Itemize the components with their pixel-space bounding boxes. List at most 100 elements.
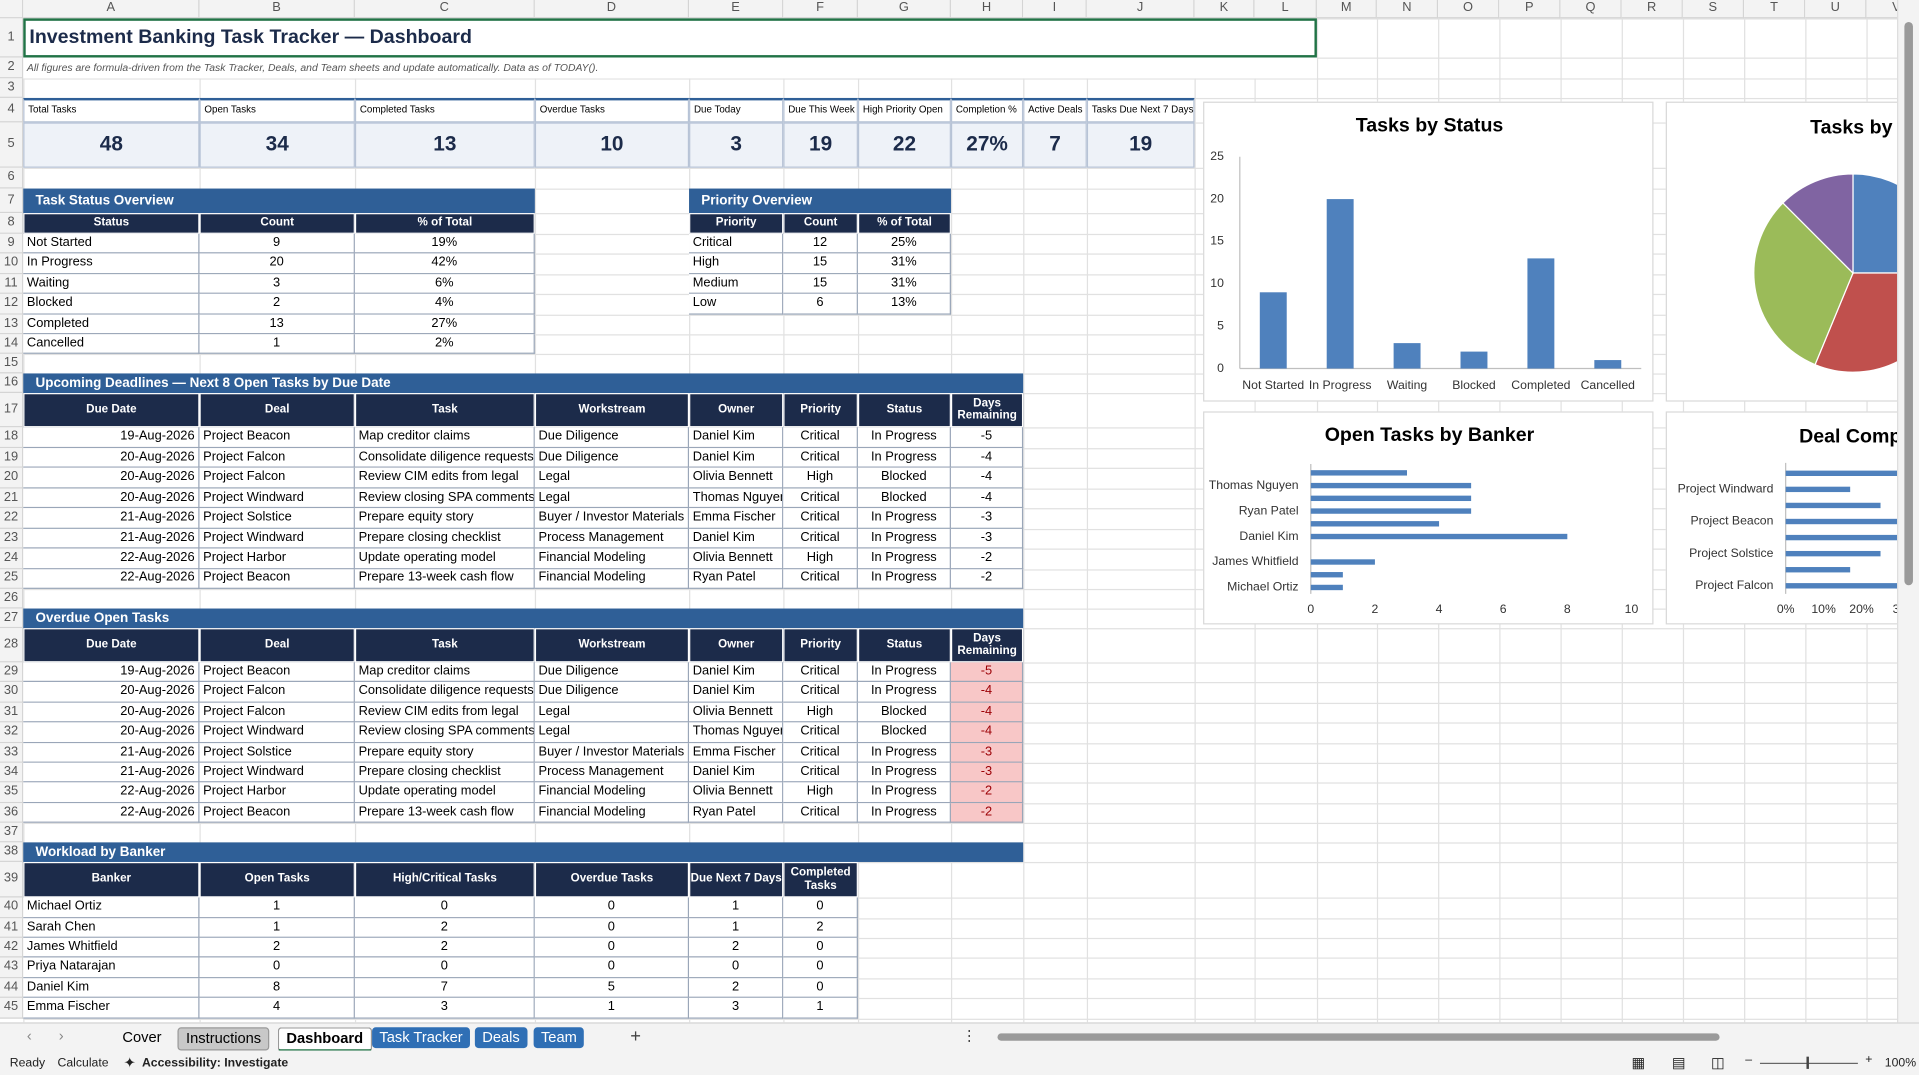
table-cell: Waiting xyxy=(23,274,200,295)
table-cell: In Progress xyxy=(857,568,951,589)
add-sheet[interactable]: + xyxy=(630,1026,642,1047)
x-tick-label: 4 xyxy=(1436,602,1443,616)
table-cell: Daniel Kim xyxy=(689,528,784,549)
table-cell: 22-Aug-2026 xyxy=(23,802,200,824)
table-cell: Financial Modeling xyxy=(534,782,690,803)
table-cell: 1 xyxy=(199,334,355,355)
page-break-view[interactable]: ◫ xyxy=(1711,1054,1725,1072)
status-calculate[interactable]: Calculate xyxy=(57,1056,109,1071)
more-options[interactable]: ⋮ xyxy=(961,1027,977,1045)
row-header: 31 xyxy=(0,702,24,723)
bar xyxy=(1785,583,1898,589)
table-cell: Buyer / Investor Materials xyxy=(534,742,690,763)
grid-line xyxy=(1086,18,1089,1023)
scroll-thumb[interactable] xyxy=(997,1033,1720,1041)
zoom-slider[interactable] xyxy=(1759,1056,1858,1069)
kpi-value: 3 xyxy=(689,122,784,168)
table-header: Priority xyxy=(783,628,858,663)
horizontal-scrollbar[interactable] xyxy=(985,1031,1893,1043)
sheet-tab[interactable]: Team xyxy=(533,1027,585,1049)
table-header: Deal xyxy=(199,628,355,663)
table-cell: In Progress xyxy=(857,802,951,824)
chart-title: Tasks by Status xyxy=(1356,114,1504,136)
table-header: Completed Tasks xyxy=(783,862,858,898)
sheet-tab-active[interactable]: Dashboard xyxy=(277,1027,372,1052)
table-cell: 20-Aug-2026 xyxy=(23,488,200,509)
table-cell: Emma Fischer xyxy=(23,998,200,1019)
section-title: Overdue Open Tasks xyxy=(23,608,1024,629)
grid-line xyxy=(23,233,1898,236)
row-header: 7 xyxy=(0,188,24,214)
table-cell: Project Solstice xyxy=(199,508,355,529)
table-cell: Low xyxy=(689,294,784,315)
column-header: P xyxy=(1499,0,1561,19)
table-cell: Critical xyxy=(783,722,858,743)
table-cell: Daniel Kim xyxy=(689,427,784,448)
table-cell: Project Beacon xyxy=(199,427,355,448)
table-cell: 1 xyxy=(199,917,355,938)
table-cell: In Progress xyxy=(857,447,951,469)
y-tick-label: 5 xyxy=(1217,318,1224,332)
accessibility-icon[interactable]: ✦ xyxy=(123,1054,136,1072)
table-cell: Process Management xyxy=(534,762,690,783)
select-all xyxy=(0,0,24,19)
chart-svg: Tasks by Status 0 5 10 15 20 25 Not Started In P… xyxy=(1210,114,1642,392)
chart[interactable]: Open Tasks by Banker 0 2 4 6 8 10 Thomas Nguyen… xyxy=(1203,411,1654,625)
table-header: Count xyxy=(783,213,858,234)
zoom-in[interactable]: + xyxy=(1865,1052,1873,1067)
column-header: A xyxy=(23,0,200,19)
sheet-tab[interactable]: Task Tracker xyxy=(372,1027,470,1049)
chart[interactable]: Deal Comp 0% 10% 20% 30 Project Windward Proje… xyxy=(1665,411,1898,625)
bar xyxy=(1460,351,1488,369)
table-cell: In Progress xyxy=(23,253,200,274)
chart[interactable]: Tasks by Status 0 5 10 15 20 25 Not Started In P… xyxy=(1203,101,1654,402)
normal-view[interactable]: ▦ xyxy=(1631,1054,1646,1072)
grid-line xyxy=(23,957,1898,960)
row-header: 3 xyxy=(0,78,24,98)
zoom-out[interactable]: – xyxy=(1745,1052,1753,1067)
row-header: 35 xyxy=(0,782,24,803)
row-header: 40 xyxy=(0,897,24,918)
table-cell: In Progress xyxy=(857,548,951,569)
next-sheet[interactable]: › xyxy=(58,1027,64,1045)
bar xyxy=(1310,470,1407,476)
column-header: V xyxy=(1866,0,1898,19)
table-cell: 0 xyxy=(354,897,535,918)
chart[interactable]: Tasks by xyxy=(1665,101,1898,402)
kpi-value: 19 xyxy=(783,122,858,168)
page-layout-view[interactable]: ▤ xyxy=(1671,1054,1686,1072)
table-cell: 0 xyxy=(783,978,858,999)
prev-sheet[interactable]: ‹ xyxy=(26,1027,32,1045)
table-header: Status xyxy=(23,213,200,234)
row-header: 34 xyxy=(0,762,24,783)
column-header: U xyxy=(1805,0,1867,19)
accessibility-status[interactable]: Accessibility: Investigate xyxy=(141,1056,289,1071)
grid-line xyxy=(23,188,1898,190)
sheet-tab[interactable]: Cover xyxy=(122,1028,162,1046)
table-cell: -4 xyxy=(950,488,1024,509)
table-cell: Critical xyxy=(783,488,858,509)
table-cell: 20-Aug-2026 xyxy=(23,702,200,723)
sheet-tab[interactable]: Instructions xyxy=(177,1027,270,1051)
table-cell: Critical xyxy=(783,447,858,469)
table-cell: In Progress xyxy=(857,662,951,683)
table-cell: High xyxy=(783,782,858,803)
x-tick-label: Cancelled xyxy=(1581,378,1636,392)
worksheet: ABCDEFGHIJKLMNOPQRSTUV123456789101112131… xyxy=(0,0,1898,1023)
table-cell: 19-Aug-2026 xyxy=(23,427,200,448)
table-cell: 22-Aug-2026 xyxy=(23,568,200,589)
grid-line xyxy=(23,167,1898,169)
vertical-scrollbar[interactable] xyxy=(1897,0,1919,1023)
table-cell: Legal xyxy=(534,468,690,489)
column-header: E xyxy=(689,0,784,19)
table-cell: Blocked xyxy=(857,488,951,509)
scroll-thumb[interactable] xyxy=(1904,22,1913,586)
kpi-value: 19 xyxy=(1086,122,1195,168)
zoom-level[interactable]: 100% xyxy=(1884,1056,1917,1071)
table-cell: 3 xyxy=(354,998,535,1019)
kpi-value: 13 xyxy=(354,122,535,168)
sheet-tab[interactable]: Deals xyxy=(474,1027,528,1049)
row-header: 26 xyxy=(0,588,24,609)
column-header: S xyxy=(1682,0,1745,19)
kpi-label: Tasks Due Next 7 Days xyxy=(1086,97,1195,123)
